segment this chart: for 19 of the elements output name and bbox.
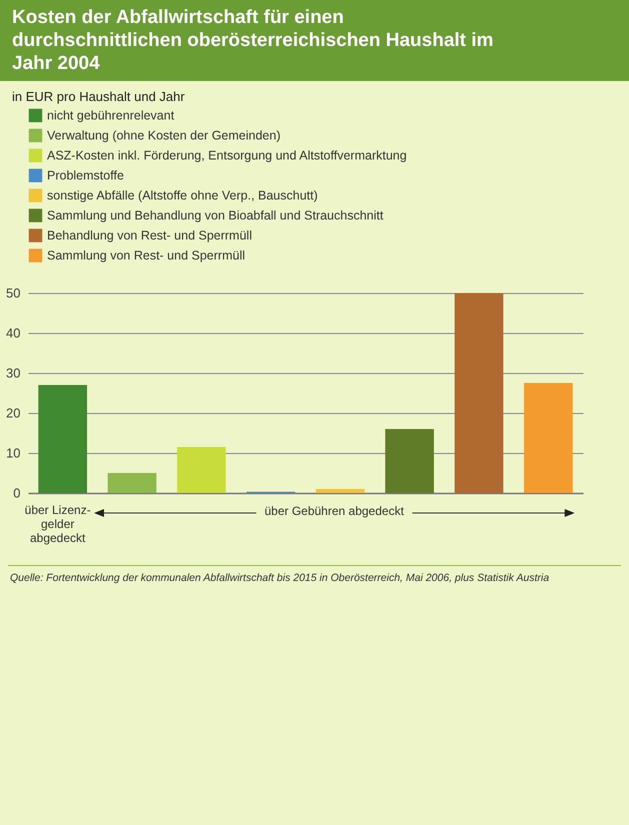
y-tick-label: 50 (6, 286, 20, 300)
legend-label: Problemstoffe (47, 168, 124, 182)
legend-label: Behandlung von Rest- und Sperrmüll (47, 228, 252, 242)
legend-label: Sammlung und Behandlung von Bioabfall und Strauchschnitt (47, 208, 384, 222)
y-tick-label: 0 (13, 486, 20, 500)
text: über Lizenz-gelder abgedeckt (24, 503, 92, 545)
y-tick-label: 40 (6, 326, 20, 340)
y-tick-label: 20 (6, 406, 20, 420)
text: über Gebühren abgedeckt (256, 504, 412, 518)
y-tick-label: 30 (6, 366, 20, 380)
legend-label: Sammlung von Rest- und Sperrmüll (47, 248, 245, 262)
legend-label: Verwaltung (ohne Kosten der Gemeinden) (47, 128, 280, 142)
legend-label: sonstige Abfälle (Altstoffe ohne Verp., Bauschutt) (47, 188, 318, 202)
legend-label: ASZ-Kosten inkl. Förderung, Entsorgung und Altstoffvermarktung (47, 148, 407, 162)
chart-subtitle: in EUR pro Haushalt und Jahr (11, 88, 186, 106)
source-note: Quelle: Fortentwicklung der kommunalen Abfallwirtschaft bis 2015 in Oberösterreich, Mai 2006, plus Statistik Austria (8, 565, 621, 590)
legend-label: nicht gebührenrelevant (47, 108, 175, 122)
y-tick-label: 10 (6, 446, 20, 460)
chart-title: Kosten der Abfallwirtschaft für einen durchschnittlichen oberösterreichischen Haushalt im Jahr 2004 (0, 0, 629, 81)
